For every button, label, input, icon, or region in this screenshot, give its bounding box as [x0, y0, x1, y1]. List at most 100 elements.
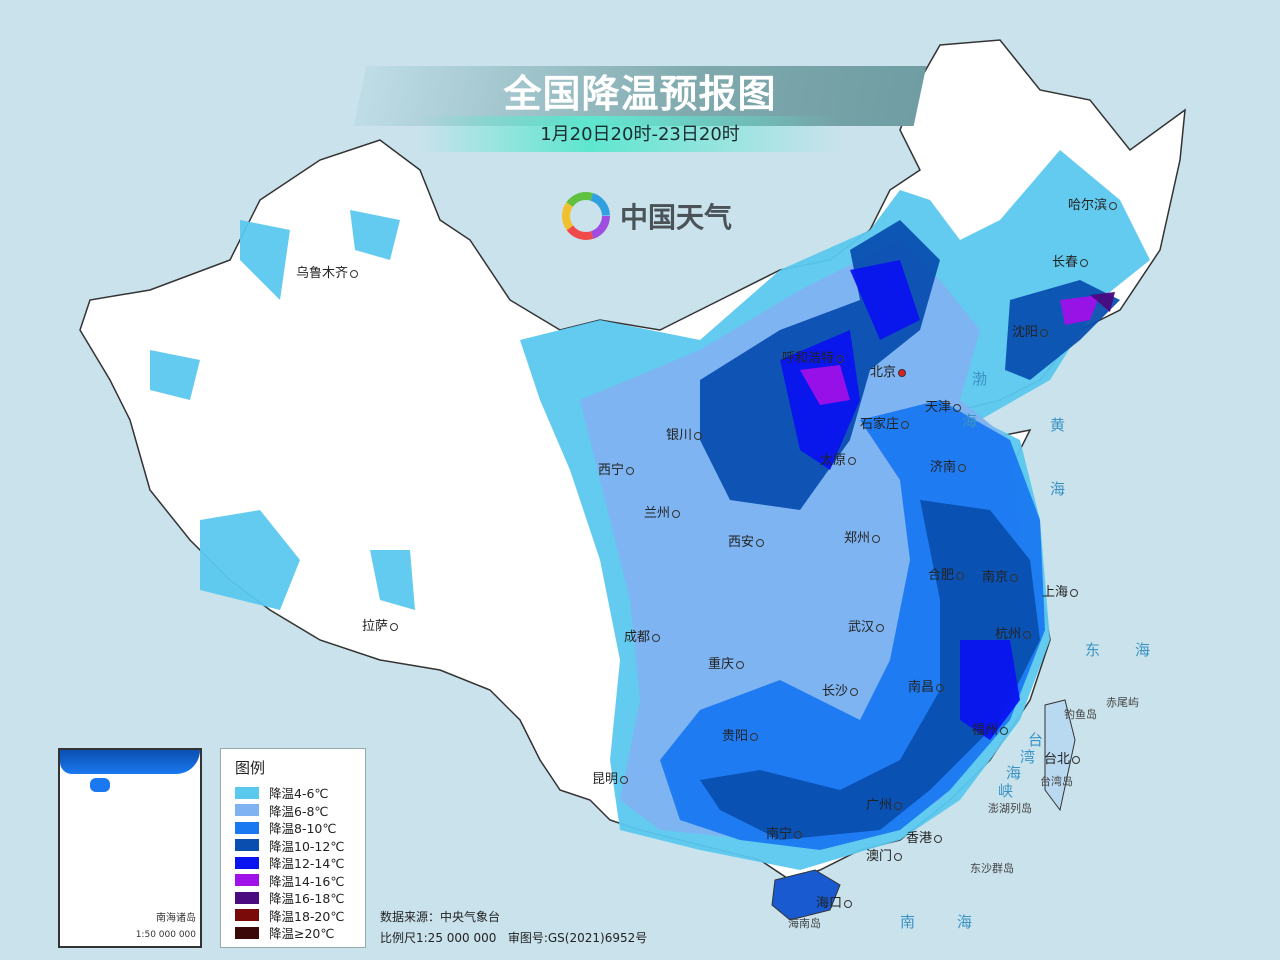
- city-marker-icon: [958, 463, 967, 472]
- cooling-zone: [240, 220, 290, 300]
- city-name: 上海: [1042, 585, 1069, 600]
- city-name: 福州: [972, 723, 999, 738]
- pinwheel-logo-icon: [562, 192, 610, 240]
- city-name: 贵阳: [722, 729, 749, 744]
- city-marker-icon: [1000, 726, 1009, 735]
- city-marker-icon: [953, 403, 962, 412]
- city-marker-icon: [1072, 755, 1081, 764]
- sea-label: 海: [1050, 480, 1066, 498]
- city-label: 西宁: [598, 459, 635, 478]
- legend-item: 降温10-12℃: [235, 837, 365, 855]
- city-name: 济南: [930, 460, 957, 475]
- city-name: 昆明: [592, 772, 619, 787]
- legend-item: 降温8-10℃: [235, 819, 365, 837]
- city-name: 太原: [820, 453, 847, 468]
- data-source: 数据来源：中央气象台: [380, 910, 501, 924]
- cooling-zones: [150, 150, 1150, 870]
- city-label: 北京: [870, 361, 907, 380]
- legend-swatch: [235, 891, 259, 904]
- city-name: 乌鲁木齐: [296, 266, 349, 281]
- legend-swatch: [235, 821, 259, 834]
- city-label: 西安: [728, 531, 765, 550]
- legend-label: 降温≥20℃: [269, 926, 335, 942]
- city-marker-icon: [901, 420, 910, 429]
- city-name: 武汉: [848, 620, 875, 635]
- south-china-sea-inset: 南海诸岛 1:50 000 000: [58, 748, 202, 948]
- city-name: 南京: [982, 570, 1009, 585]
- legend-swatch: [235, 926, 259, 939]
- subtitle-banner: [420, 116, 840, 152]
- city-marker-icon: [750, 732, 759, 741]
- scale-and-approval: 比例尺1:25 000 000 审图号:GS(2021)6952号: [380, 931, 648, 945]
- sea-label: 黄: [1050, 416, 1066, 434]
- city-marker-icon: [350, 269, 359, 278]
- city-marker-icon: [652, 633, 661, 642]
- city-marker-icon: [794, 830, 803, 839]
- city-marker-icon: [626, 466, 635, 475]
- city-marker-icon: [836, 354, 845, 363]
- city-name: 广州: [866, 798, 893, 813]
- cooling-zone: [700, 500, 1040, 840]
- city-marker-icon: [1023, 630, 1032, 639]
- sea-label: 南: [900, 913, 916, 931]
- city-marker-icon: [956, 571, 965, 580]
- city-name: 兰州: [644, 506, 671, 521]
- city-label: 天津: [925, 396, 962, 415]
- city-name: 杭州: [995, 627, 1022, 642]
- island-label: 赤尾屿: [1106, 696, 1139, 709]
- cooling-zone: [200, 510, 300, 610]
- city-name: 合肥: [928, 568, 955, 583]
- legend-item: 降温18-20℃: [235, 907, 365, 925]
- legend-swatch: [235, 804, 259, 817]
- city-name: 香港: [906, 831, 933, 846]
- city-name: 呼和浩特: [782, 351, 835, 366]
- legend: 图例 降温4-6℃ 降温6-8℃ 降温8-10℃ 降温10-12℃ 降温12-14℃ 降温…: [220, 748, 366, 948]
- city-label: 沈阳: [1012, 321, 1049, 340]
- legend-swatch: [235, 909, 259, 922]
- legend-label: 降温6-8℃: [269, 803, 329, 819]
- city-label: 呼和浩特: [782, 347, 845, 366]
- logo: 中国天气: [560, 190, 732, 242]
- city-label: 杭州: [995, 623, 1032, 642]
- city-name: 海口: [816, 896, 843, 911]
- cooling-zone: [350, 210, 400, 260]
- city-name: 石家庄: [860, 417, 900, 432]
- city-marker-icon: [1109, 201, 1118, 210]
- city-name: 南昌: [908, 680, 935, 695]
- inset-scale: 1:50 000 000: [135, 930, 196, 940]
- city-marker-icon: [876, 623, 885, 632]
- city-name: 长沙: [822, 684, 849, 699]
- legend-item: 降温≥20℃: [235, 924, 365, 942]
- city-name: 西安: [728, 535, 755, 550]
- city-name: 澳门: [866, 849, 893, 864]
- city-marker-icon: [736, 660, 745, 669]
- city-name: 台北: [1044, 752, 1071, 767]
- city-label: 南宁: [766, 823, 803, 842]
- sea-label: 海: [962, 412, 978, 430]
- legend-label: 降温16-18℃: [269, 891, 345, 907]
- sea-label: 峡: [998, 782, 1014, 800]
- sea-label: 台: [1028, 731, 1044, 749]
- island-label: 澎湖列岛: [988, 802, 1032, 815]
- legend-label: 降温10-12℃: [269, 838, 345, 854]
- city-marker-icon: [1040, 328, 1049, 337]
- city-name: 银川: [666, 428, 693, 443]
- city-marker-icon: [1070, 588, 1079, 597]
- sea-label: 海: [1006, 764, 1022, 782]
- city-label: 长沙: [822, 680, 859, 699]
- city-marker-icon: [694, 431, 703, 440]
- city-label: 贵阳: [722, 725, 759, 744]
- island-label: 钓鱼岛: [1064, 708, 1097, 721]
- map-title: 全国降温预报图: [503, 72, 777, 116]
- cooling-zone: [800, 365, 850, 405]
- cooling-zone: [850, 260, 920, 340]
- city-label: 澳门: [866, 845, 903, 864]
- city-label: 石家庄: [860, 413, 910, 432]
- city-marker-icon: [894, 852, 903, 861]
- city-name: 南宁: [766, 827, 793, 842]
- city-marker-icon: [894, 801, 903, 810]
- city-name: 沈阳: [1012, 325, 1039, 340]
- city-label: 长春: [1052, 251, 1089, 270]
- cooling-zone: [1060, 295, 1100, 325]
